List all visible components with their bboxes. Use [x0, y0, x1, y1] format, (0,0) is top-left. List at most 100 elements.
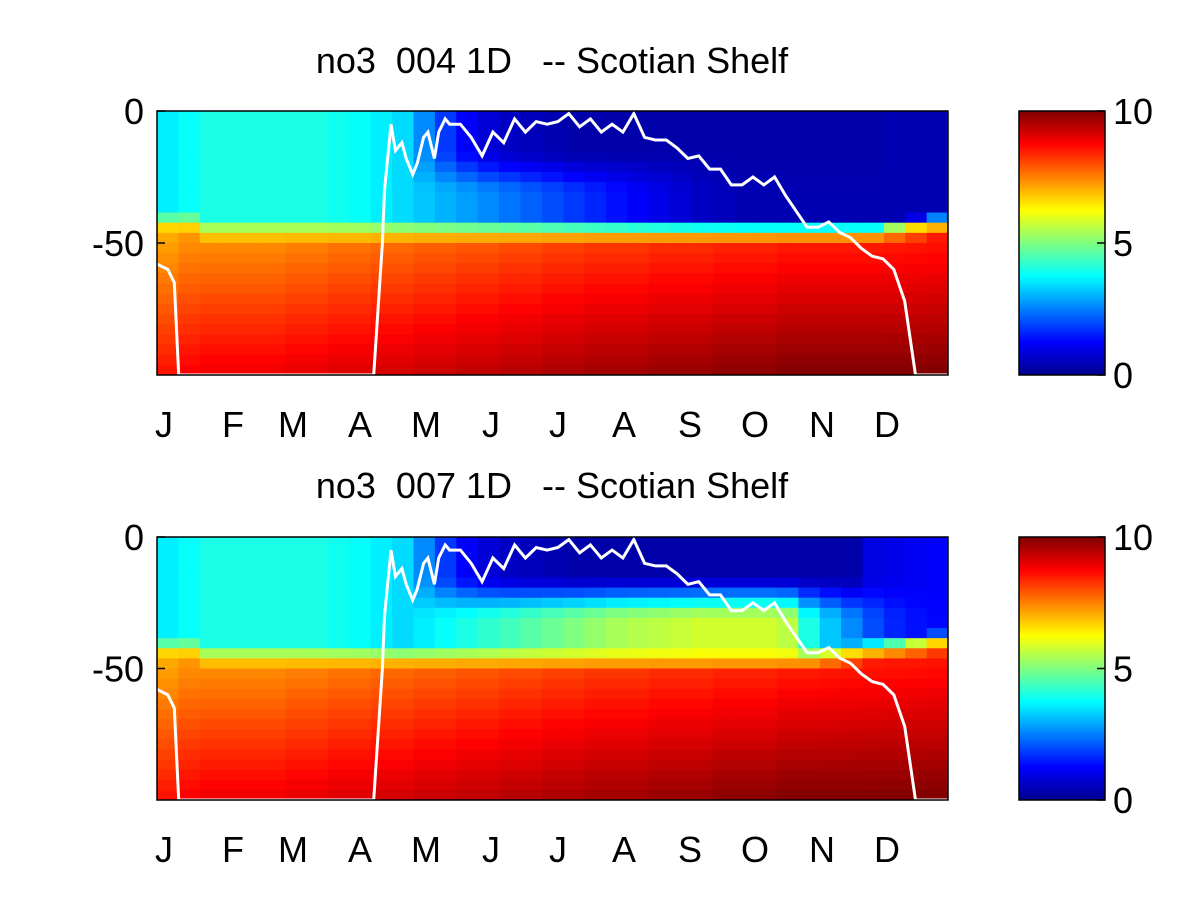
mixed-layer-line-1 — [157, 111, 948, 375]
heatmap-cell — [263, 354, 286, 366]
heatmap-cell — [670, 597, 693, 609]
heatmap-cell — [563, 243, 586, 254]
heatmap-cell — [584, 141, 607, 153]
heatmap-cell — [862, 587, 885, 599]
heatmap-cell — [841, 131, 864, 143]
heatmap-cell — [691, 344, 714, 356]
heatmap-cell — [434, 324, 457, 335]
heatmap-cell — [883, 293, 906, 305]
heatmap-cell — [605, 739, 628, 751]
x-tick-label: F — [222, 404, 244, 445]
heatmap-cell — [926, 607, 948, 619]
heatmap-cell — [563, 617, 586, 629]
heatmap-cell — [883, 789, 906, 800]
heatmap-cell — [370, 293, 393, 305]
heatmap-cell — [841, 577, 864, 589]
heatmap-cell — [584, 617, 607, 629]
heatmap-cell — [370, 324, 393, 335]
heatmap-cell — [477, 273, 500, 285]
heatmap-cell — [541, 314, 564, 325]
heatmap-cell — [328, 658, 351, 670]
heatmap-cell — [584, 779, 607, 791]
heatmap-cell — [157, 253, 179, 264]
heatmap-cell — [392, 769, 415, 781]
heatmap-cell — [199, 719, 222, 730]
heatmap-cell — [263, 212, 286, 224]
heatmap-cell — [157, 638, 179, 649]
heatmap-cell — [221, 273, 244, 285]
heatmap-cell — [862, 729, 885, 740]
heatmap-cell — [349, 171, 372, 183]
heatmap-cell — [520, 334, 543, 346]
heatmap-cell — [221, 344, 244, 356]
heatmap-cell — [605, 537, 628, 548]
heatmap-cell — [221, 607, 244, 619]
heatmap-cell — [926, 263, 948, 275]
heatmap-cell — [734, 283, 757, 295]
heatmap-cell — [605, 769, 628, 781]
heatmap-cell — [370, 202, 393, 214]
heatmap-cell — [456, 131, 479, 143]
heatmap-cell — [584, 131, 607, 143]
heatmap-cell — [926, 283, 948, 295]
heatmap-cell — [413, 151, 436, 163]
heatmap-cell — [541, 537, 564, 548]
heatmap-cell — [328, 668, 351, 680]
heatmap-cell — [157, 161, 179, 173]
heatmap-cell — [413, 658, 436, 670]
heatmap-cell — [883, 131, 906, 143]
heatmap-cell — [926, 668, 948, 680]
heatmap-cell — [328, 547, 351, 558]
heatmap-cell — [605, 253, 628, 264]
heatmap-cell — [648, 182, 671, 193]
heatmap-cell — [328, 567, 351, 579]
heatmap-cell — [199, 668, 222, 680]
heatmap-cell — [541, 607, 564, 619]
heatmap-cell — [477, 739, 500, 751]
heatmap-cell — [242, 161, 265, 173]
heatmap-cell — [819, 253, 842, 264]
heatmap-cell — [734, 789, 757, 800]
heatmap-cell — [456, 739, 479, 751]
heatmap-cell — [178, 749, 201, 761]
heatmap-cell — [926, 171, 948, 183]
heatmap-cell — [456, 293, 479, 305]
heatmap-cell — [862, 779, 885, 791]
colorbar-2 — [1018, 536, 1106, 801]
heatmap-cell — [905, 698, 928, 710]
heatmap-cell — [648, 708, 671, 720]
heatmap-cell — [563, 253, 586, 264]
heatmap-cell — [499, 658, 522, 670]
heatmap-cell — [263, 607, 286, 619]
x-tick-label: N — [809, 404, 835, 445]
heatmap-cell — [841, 698, 864, 710]
heatmap-cell — [755, 344, 778, 356]
heatmap-cell — [285, 161, 308, 173]
heatmap-cell — [755, 141, 778, 153]
heatmap-cell — [691, 759, 714, 771]
heatmap-cell — [798, 789, 821, 800]
heatmap-cell — [712, 557, 735, 568]
heatmap-cell — [627, 111, 650, 122]
heatmap-cell — [178, 678, 201, 690]
heatmap-cell — [883, 324, 906, 335]
heatmap-cell — [349, 739, 372, 751]
heatmap-cell — [670, 577, 693, 589]
heatmap-cell — [841, 759, 864, 771]
heatmap-cell — [755, 232, 778, 244]
heatmap-cell — [520, 212, 543, 224]
heatmap-cell — [242, 749, 265, 761]
heatmap-cell — [242, 334, 265, 346]
heatmap-cell — [157, 212, 179, 224]
heatmap-cell — [157, 131, 179, 143]
heatmap-cell — [157, 557, 179, 568]
heatmap-cell — [242, 719, 265, 730]
heatmap-cell — [306, 789, 329, 800]
heatmap-cell — [199, 688, 222, 700]
heatmap-cell — [520, 617, 543, 629]
heatmap-cell — [499, 354, 522, 366]
heatmap-cell — [605, 212, 628, 224]
heatmap-cell — [712, 749, 735, 761]
heatmap-cell — [413, 293, 436, 305]
heatmap-cell — [157, 658, 179, 670]
